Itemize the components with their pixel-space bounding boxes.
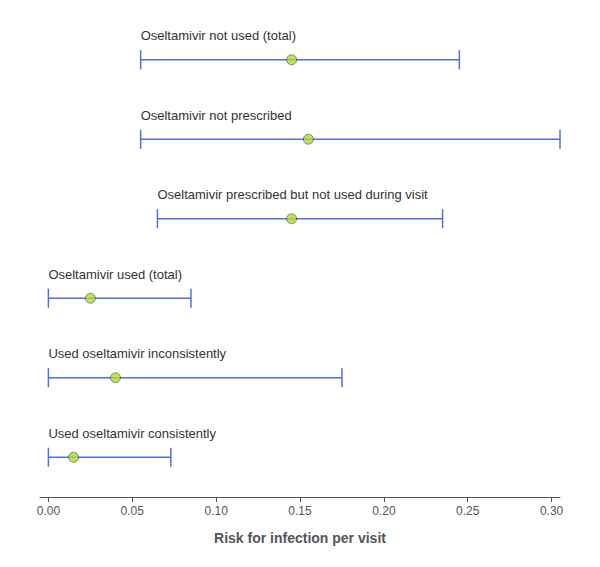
svg-text:0.15: 0.15 [288, 504, 312, 518]
svg-text:0.30: 0.30 [540, 504, 564, 518]
svg-text:Used oseltamivir consistently: Used oseltamivir consistently [48, 426, 216, 441]
svg-text:Oseltamivir used (total): Oseltamivir used (total) [48, 267, 182, 282]
svg-text:Oseltamivir prescribed but not: Oseltamivir prescribed but not used duri… [157, 187, 428, 202]
svg-text:Used oseltamivir inconsistentl: Used oseltamivir inconsistently [48, 346, 226, 361]
svg-text:0.00: 0.00 [37, 504, 61, 518]
svg-text:Risk for infection per visit: Risk for infection per visit [214, 530, 386, 546]
svg-text:Oseltamivir not used (total): Oseltamivir not used (total) [141, 28, 296, 43]
svg-text:Oseltamivir not prescribed: Oseltamivir not prescribed [141, 108, 292, 123]
svg-text:0.05: 0.05 [121, 504, 145, 518]
svg-text:0.20: 0.20 [372, 504, 396, 518]
svg-text:0.25: 0.25 [456, 504, 480, 518]
svg-text:0.10: 0.10 [204, 504, 228, 518]
